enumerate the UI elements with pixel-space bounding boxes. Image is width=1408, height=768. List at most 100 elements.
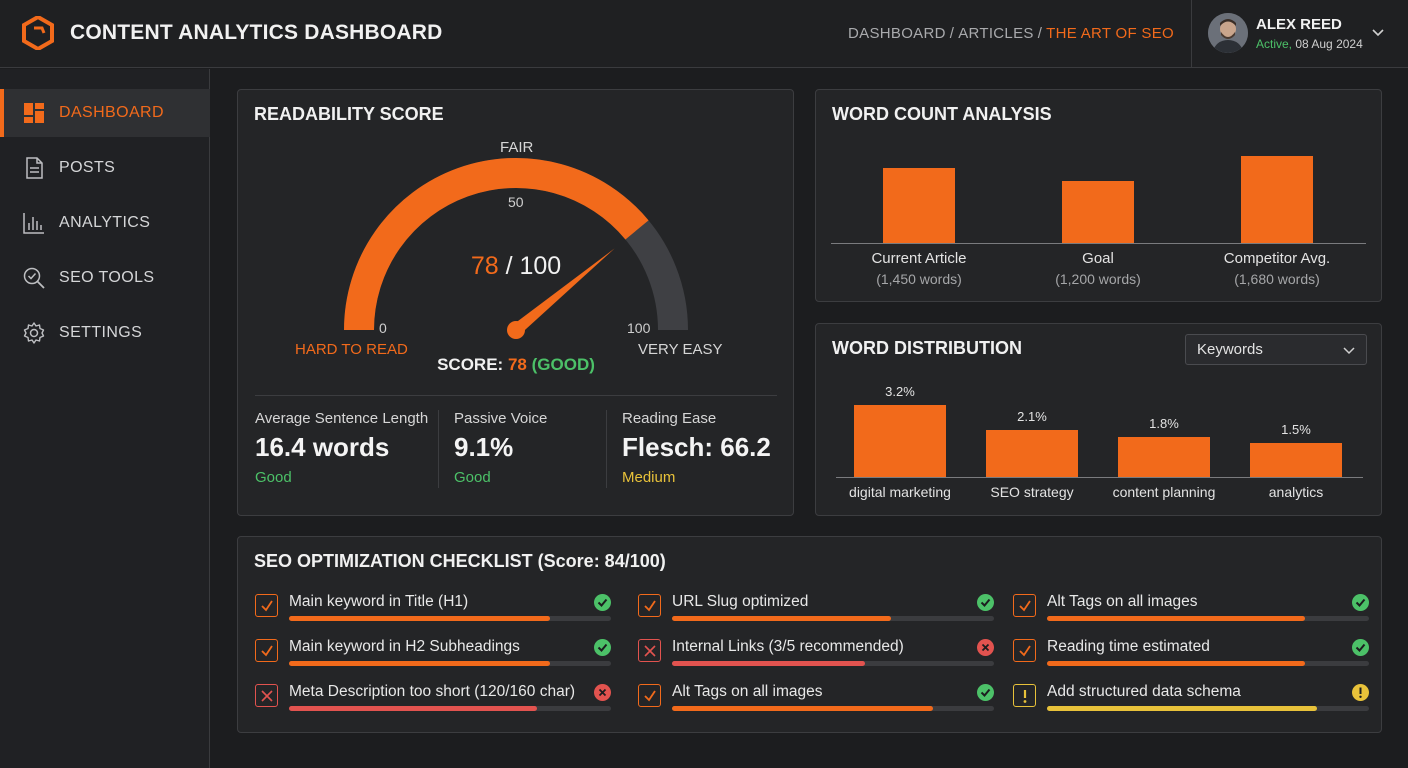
category-label: analytics (1268, 484, 1324, 500)
user-status: Active, 08 Aug 2024 (1256, 37, 1363, 51)
seo-checklist-panel: SEO OPTIMIZATION CHECKLIST (Score: 84/10… (237, 536, 1382, 733)
bar-content-planning (1118, 436, 1210, 477)
word-count-panel: WORD COUNT ANALYSIS Current Article Goal… (815, 89, 1382, 302)
checklist-item[interactable]: Add structured data schema (1013, 679, 1369, 719)
progress-track (289, 661, 611, 666)
checkbox-checked-icon[interactable] (638, 684, 661, 707)
progress-fill (289, 706, 537, 711)
checkbox-checked-icon[interactable] (1013, 594, 1036, 617)
gauge-tick-mid: 50 (508, 194, 524, 210)
sidebar-item-label: SETTINGS (59, 324, 143, 341)
progress-fill (672, 706, 933, 711)
document-icon (26, 157, 43, 179)
bar-goal (1062, 180, 1134, 243)
sidebar-item-settings[interactable]: SETTINGS (0, 309, 210, 357)
category-label: Current Article (871, 250, 967, 267)
checklist-item-label: Add structured data schema (1047, 683, 1241, 700)
x-circle-icon (977, 639, 994, 656)
gauge-fill (344, 158, 649, 331)
check-circle-icon (977, 684, 994, 701)
category-sublabel: (1,680 words) (1234, 271, 1320, 287)
checkbox-checked-icon[interactable] (1013, 639, 1036, 662)
panel-title: SEO OPTIMIZATION CHECKLIST (Score: 84/10… (254, 551, 666, 571)
progress-track (672, 661, 994, 666)
breadcrumb-current: THE ART OF SEO (1046, 25, 1174, 42)
panel-title: WORD DISTRIBUTION (832, 338, 1022, 358)
progress-fill (289, 616, 550, 621)
logo-icon (22, 16, 54, 50)
progress-track (672, 616, 994, 621)
progress-track (1047, 661, 1369, 666)
app-title: CONTENT ANALYTICS DASHBOARD (70, 21, 443, 44)
chart-baseline (836, 477, 1363, 478)
gauge-left-label: HARD TO READ (295, 341, 408, 358)
gauge-hub (507, 321, 525, 339)
gauge-tick-max: 100 (627, 320, 651, 336)
checklist-item-label: Reading time estimated (1047, 638, 1210, 655)
user-menu[interactable]: ALEX REED Active, 08 Aug 2024 (1191, 0, 1408, 68)
sidebar-item-label: DASHBOARD (59, 104, 164, 121)
sidebar-item-dashboard[interactable]: DASHBOARD (0, 89, 210, 137)
category-label: SEO strategy (990, 484, 1074, 500)
dashboard-icon (24, 103, 44, 123)
bar-value-label: 3.2% (885, 384, 915, 399)
chevron-down-icon[interactable] (1370, 24, 1386, 40)
bar-value-label: 2.1% (1017, 408, 1047, 424)
checklist-item[interactable]: Meta Description too short (120/160 char… (255, 679, 611, 719)
x-circle-icon (594, 684, 611, 701)
panel-title: WORD COUNT ANALYSIS (832, 104, 1052, 124)
checklist-item[interactable]: Internal Links (3/5 recommended) (638, 634, 994, 674)
progress-fill (289, 661, 550, 666)
checklist-item[interactable]: Alt Tags on all images (638, 679, 994, 719)
bar-analytics (1250, 443, 1342, 477)
chevron-down-icon (1343, 347, 1355, 355)
bar-competitor-avg (1241, 156, 1313, 243)
bar-value-label: 1.5% (1281, 422, 1311, 438)
sidebar-item-posts[interactable]: POSTS (0, 144, 210, 192)
progress-fill (672, 616, 891, 621)
sidebar-item-seo-tools[interactable]: SEO TOOLS (0, 254, 210, 302)
metric-sentence-length: Average Sentence Length 16.4 words Good (255, 410, 429, 486)
panel-title: READABILITY SCORE (254, 104, 444, 124)
metric-reading-ease: Reading Ease Flesch: 66.2 Medium (622, 410, 771, 486)
word-distribution-panel: WORD DISTRIBUTION Keywords 3.2% 2.1% 1.8… (815, 323, 1382, 516)
checklist-item-label: Main keyword in H2 Subheadings (289, 638, 520, 655)
progress-fill (1047, 616, 1305, 621)
checklist-item[interactable]: Main keyword in Title (H1) (255, 589, 611, 629)
gear-icon (23, 322, 45, 344)
breadcrumb-dashboard[interactable]: DASHBOARD (848, 25, 946, 42)
checklist-item[interactable]: Reading time estimated (1013, 634, 1369, 674)
checklist-item[interactable]: Alt Tags on all images (1013, 589, 1369, 629)
check-circle-icon (1352, 594, 1369, 611)
breadcrumb-articles[interactable]: ARTICLES (958, 25, 1034, 42)
sidebar: DASHBOARD POSTS ANALYTICS SEO TOOLS (0, 69, 210, 768)
divider (255, 395, 777, 396)
checklist-item[interactable]: Main keyword in H2 Subheadings (255, 634, 611, 674)
progress-fill (1047, 661, 1305, 666)
dropdown-value: Keywords (1197, 341, 1263, 358)
avatar (1208, 13, 1248, 53)
checklist-item-label: Main keyword in Title (H1) (289, 593, 469, 610)
category-label: digital marketing (849, 484, 951, 500)
checkbox-failed-icon[interactable] (255, 684, 278, 707)
category-label: content planning (1112, 484, 1216, 500)
checklist-item[interactable]: URL Slug optimized (638, 589, 994, 629)
keywords-dropdown[interactable]: Keywords (1185, 334, 1367, 365)
sidebar-item-analytics[interactable]: ANALYTICS (0, 199, 210, 247)
readability-panel: READABILITY SCORE FAIR 50 0 100 HARD TO … (237, 89, 794, 516)
progress-fill (1047, 706, 1318, 711)
checkbox-failed-icon[interactable] (638, 639, 661, 662)
category-label: Competitor Avg. (1223, 250, 1331, 267)
warning-icon[interactable] (1013, 684, 1036, 707)
progress-track (1047, 706, 1369, 711)
checkbox-checked-icon[interactable] (255, 639, 278, 662)
bar-seo-strategy (986, 429, 1078, 477)
checkbox-checked-icon[interactable] (255, 594, 278, 617)
check-circle-icon (594, 639, 611, 656)
checklist-item-label: Meta Description too short (120/160 char… (289, 683, 576, 700)
bar-current-article (883, 167, 955, 243)
checkbox-checked-icon[interactable] (638, 594, 661, 617)
divider (438, 410, 439, 488)
readability-gauge (344, 158, 688, 339)
check-circle-icon (594, 594, 611, 611)
